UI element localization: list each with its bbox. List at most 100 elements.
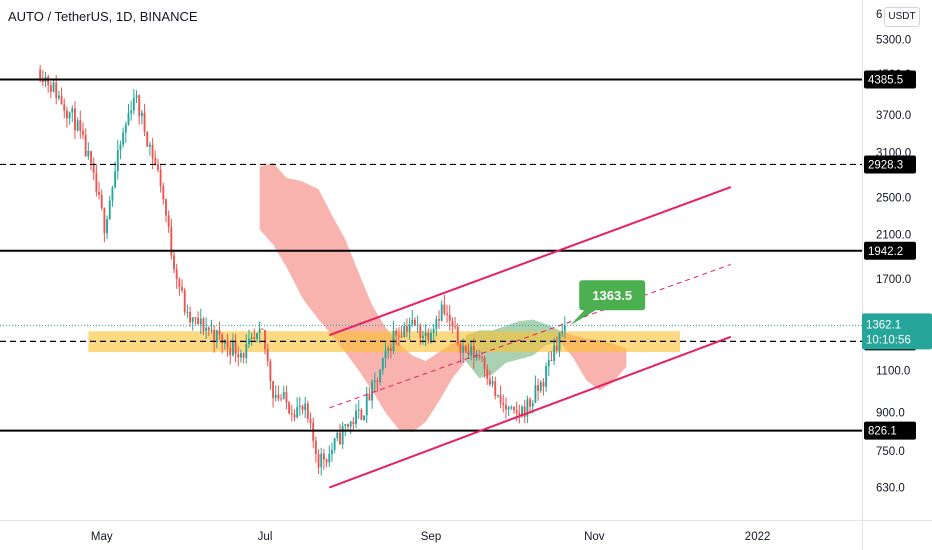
candle-body — [157, 163, 159, 170]
price-axis-tick-label: 900.0 — [876, 408, 905, 420]
candle-body — [558, 332, 561, 351]
candle-body — [197, 317, 200, 325]
candle-body — [513, 407, 515, 411]
bar-close-countdown: 10:10:56 — [866, 334, 911, 346]
level-price-tag — [864, 155, 916, 174]
candle-body — [183, 290, 186, 313]
candle-body — [339, 432, 341, 445]
candle-body — [250, 337, 253, 339]
price-axis-tick-label: 2500.0 — [876, 193, 911, 205]
candle-body — [154, 158, 157, 164]
candle-body — [371, 381, 374, 401]
candle-body — [52, 82, 55, 92]
candle-body — [403, 325, 406, 337]
candle-body — [322, 453, 325, 460]
candle-body — [84, 134, 87, 157]
candle-body — [306, 403, 309, 419]
candle-body — [555, 345, 558, 351]
candle-body — [215, 330, 218, 343]
price-callout[interactable] — [579, 280, 646, 311]
candle-body — [304, 403, 307, 411]
candle-body — [499, 395, 502, 404]
candle-body — [347, 424, 349, 427]
candle-body — [478, 355, 481, 358]
candle-body — [237, 353, 240, 358]
candle-body — [387, 348, 390, 351]
candle-body — [229, 347, 232, 356]
candle-body — [397, 335, 400, 337]
candle-body — [373, 380, 376, 382]
candle-body — [49, 85, 52, 92]
candle-body — [518, 412, 521, 416]
candle-body — [253, 337, 256, 339]
candle-body — [355, 410, 357, 425]
candle-body — [106, 218, 109, 234]
candle-body — [239, 353, 242, 358]
candle-body — [181, 286, 183, 291]
candle-body — [389, 348, 392, 352]
candle-body — [119, 144, 122, 151]
candle-body — [189, 311, 192, 323]
channel-lower-line[interactable] — [328, 335, 732, 489]
candle-body — [223, 340, 226, 344]
candle-body — [435, 319, 438, 329]
candle-body — [140, 112, 143, 117]
candle-body — [264, 329, 266, 349]
candle-body — [79, 120, 82, 131]
candle-body — [175, 269, 178, 279]
candle-body — [480, 357, 483, 359]
candle-body — [296, 407, 299, 418]
candle-body — [98, 191, 100, 195]
candle-body — [248, 338, 250, 345]
candle-body — [317, 454, 320, 468]
candle-body — [76, 120, 79, 131]
candle-body — [127, 113, 130, 125]
candle-body — [432, 328, 435, 333]
channel-upper-line[interactable] — [328, 186, 732, 337]
currency-selector[interactable]: USDT — [884, 7, 920, 27]
candle-body — [57, 95, 60, 99]
candle-body — [288, 402, 291, 414]
candle-body — [285, 392, 288, 403]
channel-middle-line[interactable] — [329, 263, 731, 409]
level-price-tag — [864, 70, 916, 89]
candle-body — [41, 79, 44, 83]
candle-body — [186, 311, 189, 313]
candle-body — [467, 350, 470, 356]
candle-body — [542, 382, 545, 387]
candle-body — [65, 110, 68, 119]
candle-body — [325, 459, 328, 463]
price-axis-tick-label: 750.0 — [876, 446, 905, 458]
candle-body — [55, 82, 58, 99]
candle-body — [111, 187, 114, 201]
candle-body — [405, 325, 408, 332]
candle-body — [523, 406, 526, 417]
candle-body — [47, 76, 50, 86]
candle-body — [384, 350, 387, 359]
symbol-title[interactable]: AUTO / TetherUS, 1D, BINANCE — [8, 9, 198, 24]
level-price-tag — [864, 241, 916, 260]
candle-body — [82, 130, 84, 135]
candle-body — [368, 393, 371, 401]
candle-body — [352, 421, 355, 425]
price-axis-tick-label: 6 — [876, 9, 882, 21]
candle-body — [143, 112, 146, 132]
candle-body — [282, 392, 285, 399]
candle-body — [365, 393, 368, 416]
candle-body — [173, 255, 175, 270]
candle-body — [210, 329, 213, 331]
candle-body — [159, 169, 162, 187]
price-axis-tick-label: 1100.0 — [876, 365, 910, 377]
candle-body — [167, 215, 170, 227]
level-price-tag-label: 1942.2 — [868, 246, 903, 258]
candle-body — [320, 453, 323, 468]
candle-body — [333, 438, 336, 450]
candle-body — [521, 406, 523, 416]
candle-body — [266, 348, 269, 362]
candle-body — [261, 328, 264, 330]
candle-body — [545, 366, 548, 387]
candle-body — [483, 357, 486, 370]
candle-body — [290, 413, 293, 415]
candle-body — [496, 395, 499, 397]
